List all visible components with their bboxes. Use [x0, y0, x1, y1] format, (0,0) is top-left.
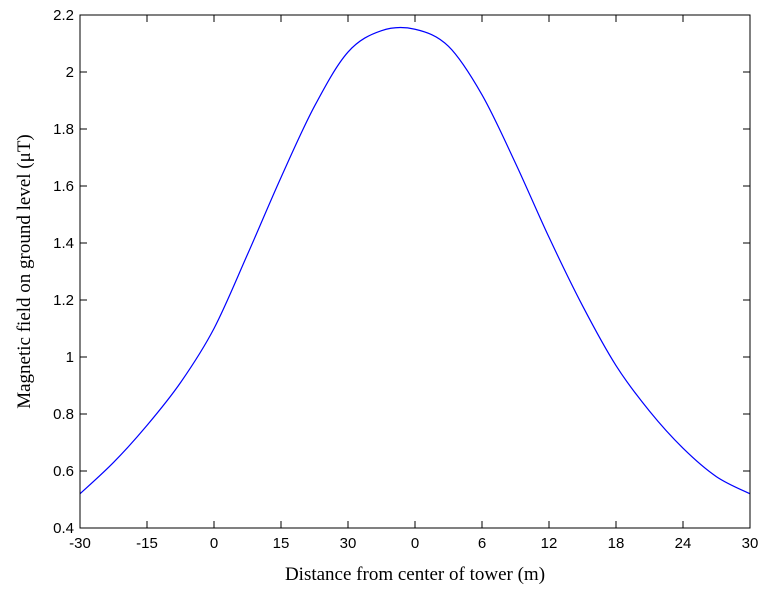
y-tick-label: 1.8 — [53, 121, 74, 138]
y-tick-label: 0.6 — [53, 463, 74, 480]
y-tick-label: 1.6 — [53, 178, 74, 195]
x-tick-labels: -30 -15 0 15 30 0 6 12 18 24 30 — [69, 535, 758, 552]
y-tick-label: 0.8 — [53, 406, 74, 423]
x-tick-label: 30 — [340, 535, 357, 552]
x-tick-label: -15 — [136, 535, 158, 552]
y-tick-labels: 0.4 0.6 0.8 1 1.2 1.4 1.6 1.8 2 2.2 — [53, 7, 74, 537]
y-tick-label: 2.2 — [53, 7, 74, 24]
y-axis-title: Magnetic field on ground level (μT) — [14, 134, 35, 409]
y-tick-label: 1.4 — [53, 235, 74, 252]
x-axis-title: Distance from center of tower (m) — [285, 564, 545, 585]
plot-area — [80, 15, 750, 528]
x-tick-label: 24 — [675, 535, 692, 552]
plot-frame — [79, 14, 751, 529]
x-tick-label: 12 — [541, 535, 558, 552]
series-line — [79, 26, 751, 495]
x-tick-label: 0 — [210, 535, 218, 552]
x-tick-label: -30 — [69, 535, 91, 552]
y-tick-label: 2 — [66, 64, 74, 81]
x-tick-label: 18 — [608, 535, 625, 552]
x-tick-label: 15 — [273, 535, 290, 552]
y-tick-label: 1.2 — [53, 292, 74, 309]
y-tick-label: 1 — [66, 349, 74, 366]
y-tick-label: 0.4 — [53, 520, 74, 537]
x-tick-label: 0 — [411, 535, 419, 552]
x-tick-label: 6 — [478, 535, 486, 552]
x-tick-label: 30 — [742, 535, 759, 552]
